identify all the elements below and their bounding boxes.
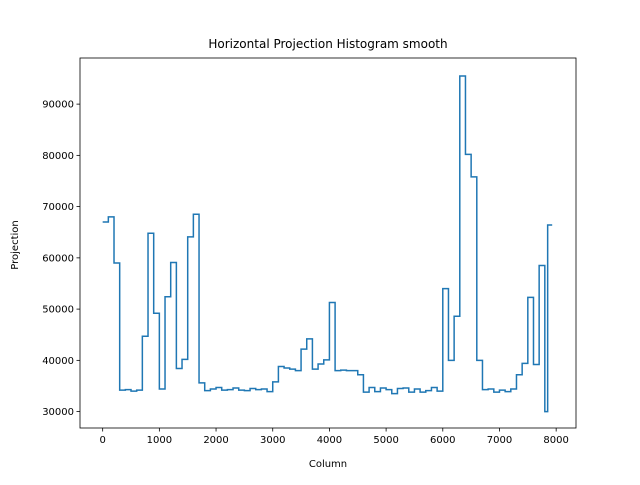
plot-area: 0 1000 2000 3000 4000 5000 6000 7000 8000 30000 40… xyxy=(42,57,577,446)
axes-frame xyxy=(79,57,577,429)
y-axis-title: Projection xyxy=(10,220,21,269)
x-tick-label: 4000 xyxy=(317,435,342,446)
series-line-0 xyxy=(102,75,553,413)
x-tick-label: 3000 xyxy=(260,435,285,446)
x-tick-label: 6000 xyxy=(430,435,455,446)
y-tick-label: 60000 xyxy=(42,253,74,264)
y-tick-label: 80000 xyxy=(42,151,74,162)
x-tick-label: 7000 xyxy=(487,435,512,446)
x-tick-label: 2000 xyxy=(203,435,228,446)
y-tick-label: 70000 xyxy=(42,202,74,213)
y-tick-label: 90000 xyxy=(42,100,74,111)
x-axis-title: Column xyxy=(309,459,347,470)
x-tick-label: 1000 xyxy=(147,435,172,446)
x-tick-label: 8000 xyxy=(543,435,568,446)
y-tick-label: 30000 xyxy=(42,407,74,418)
y-tick-label: 40000 xyxy=(42,356,74,367)
y-tick-label: 50000 xyxy=(42,305,74,316)
chart-title: Horizontal Projection Histogram smooth xyxy=(208,37,447,51)
x-tick-label: 0 xyxy=(99,435,105,446)
x-tick-label: 5000 xyxy=(373,435,398,446)
